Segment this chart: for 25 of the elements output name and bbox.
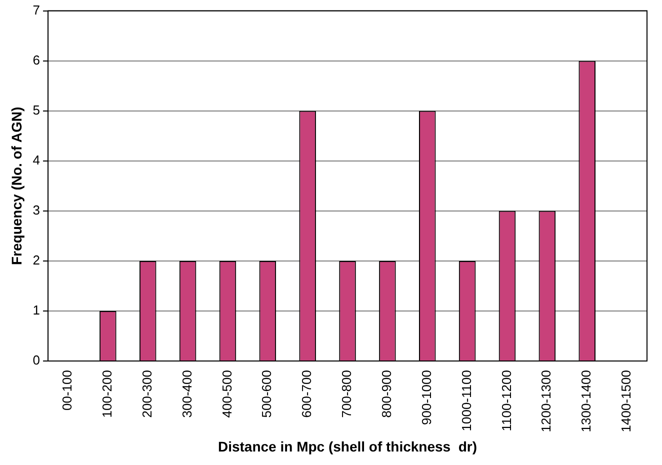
- x-tick-label: 900-1000: [418, 370, 434, 425]
- y-tick-label: 3: [32, 202, 40, 218]
- x-tick-label: 1400-1500: [618, 370, 634, 432]
- x-tick-label: 800-900: [379, 370, 394, 418]
- x-tick-label: 1200-1300: [538, 370, 554, 432]
- x-tick-label: 700-800: [339, 370, 354, 418]
- x-tick-label: 1300-1400: [578, 370, 594, 432]
- y-tick-label: 6: [32, 52, 40, 68]
- x-tick-label: 1100-1200: [498, 370, 514, 432]
- x-tick-label: 200-300: [139, 370, 154, 418]
- x-axis-title: Distance in Mpc (shell of thickness dr): [218, 438, 478, 454]
- x-tick-label: 1000-1100: [458, 370, 474, 432]
- x-tick-label: 500-600: [259, 370, 274, 418]
- x-tick-label: 100-200: [100, 370, 115, 418]
- y-tick-label: 2: [32, 252, 40, 268]
- y-tick-label: 0: [32, 352, 40, 368]
- y-tick-label: 5: [32, 102, 40, 118]
- y-tick-label: 1: [32, 302, 40, 318]
- x-tick-label: 300-400: [179, 370, 194, 418]
- x-tick-label: 600-700: [299, 370, 314, 418]
- x-tick-label: 00-100: [60, 370, 75, 411]
- y-axis-title: Frequency (No. of AGN): [8, 106, 24, 265]
- y-tick-label: 7: [32, 2, 40, 18]
- x-tick-label: 400-500: [219, 370, 234, 418]
- y-tick-label: 4: [32, 152, 40, 168]
